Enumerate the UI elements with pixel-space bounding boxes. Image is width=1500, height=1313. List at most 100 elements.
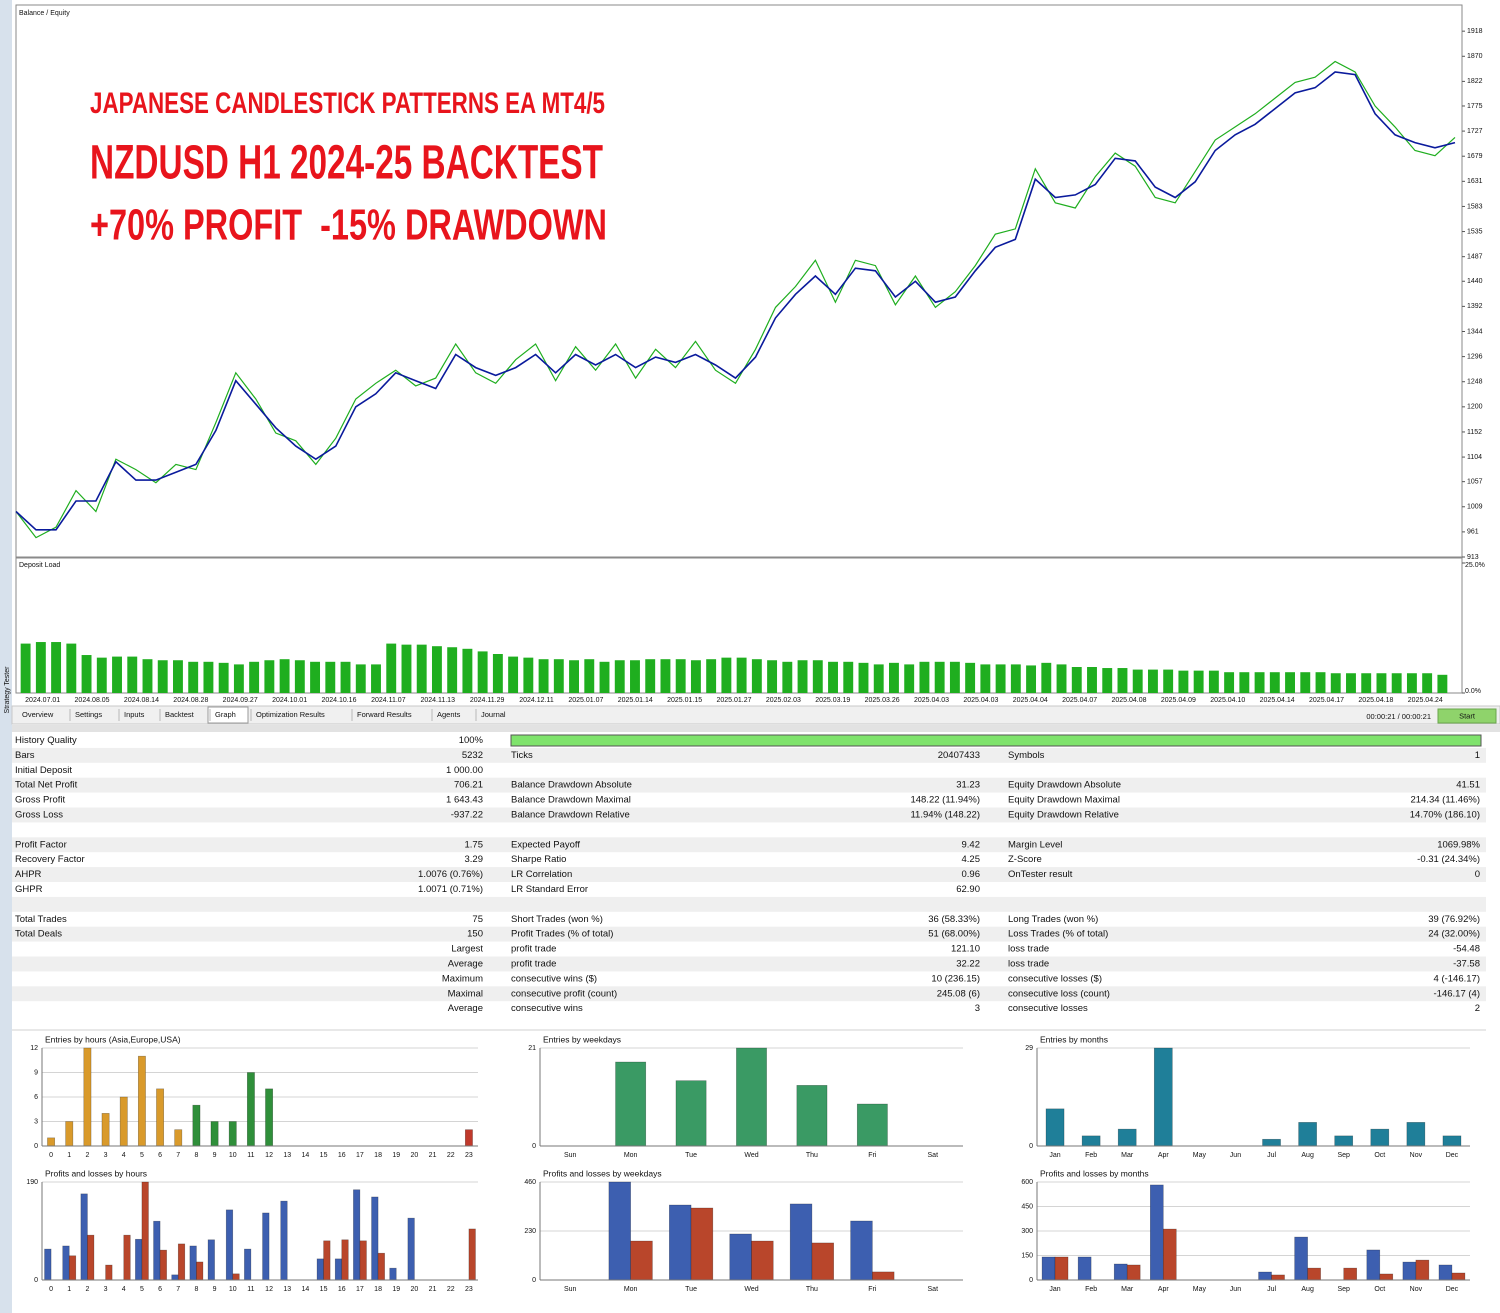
x-tick-label: 20 — [411, 1152, 419, 1159]
y-tick-label: 961 — [1467, 529, 1479, 536]
bar — [1406, 673, 1417, 693]
chart-title: Entries by hours (Asia,Europe,USA) — [45, 1034, 181, 1044]
bar — [599, 661, 610, 693]
x-tick-label: Mar — [1121, 1286, 1134, 1293]
splitter — [12, 725, 1500, 732]
tab[interactable]: Backtest — [165, 710, 195, 719]
start-button[interactable] — [1437, 708, 1497, 724]
x-tick-label: 2025.01.15 — [667, 697, 702, 704]
bar — [584, 659, 595, 693]
bar — [523, 657, 534, 693]
x-tick-label: Thu — [806, 1152, 818, 1159]
stat-label: loss trade — [1008, 944, 1049, 955]
x-tick-label: Wed — [744, 1152, 758, 1159]
bar — [68, 1255, 77, 1281]
x-tick-label: 17 — [356, 1152, 364, 1159]
x-tick-label: 8 — [194, 1152, 198, 1159]
tab[interactable]: Graph — [215, 710, 236, 719]
bar — [1437, 674, 1448, 693]
stat-value: 1 000.00 — [446, 765, 483, 776]
stat-value: 3.29 — [465, 854, 484, 865]
bar — [949, 661, 960, 693]
x-tick-label: Dec — [1446, 1152, 1459, 1159]
legend-entry: Equity — [50, 10, 70, 17]
bar — [812, 660, 823, 693]
x-tick-label: Nov — [1410, 1286, 1423, 1293]
x-tick-label: 2024.08.05 — [75, 697, 110, 704]
stat-value: 148.22 (11.94%) — [910, 795, 980, 806]
x-tick-label: Jan — [1049, 1152, 1060, 1159]
start-label[interactable]: Start — [1459, 711, 1476, 720]
y-tick-label: 300 — [1021, 1228, 1033, 1235]
bar — [995, 664, 1006, 693]
bar — [751, 1240, 774, 1281]
bar — [1307, 1267, 1321, 1281]
stat-label: Short Trades (won %) — [511, 914, 603, 925]
stat-value: 9.42 — [962, 839, 981, 850]
bar — [1451, 1272, 1466, 1281]
tab[interactable]: Forward Results — [357, 710, 412, 719]
bar — [249, 661, 260, 693]
x-tick-label: 2025.01.07 — [568, 697, 603, 704]
y-tick-label: 913 — [1467, 554, 1479, 561]
x-tick-label: 2025.04.24 — [1408, 697, 1443, 704]
stat-label: Balance Drawdown Absolute — [511, 780, 632, 791]
y-tick-label: 1679 — [1467, 153, 1483, 160]
bar — [782, 661, 793, 693]
x-tick-label: Sep — [1337, 1286, 1350, 1293]
x-tick-label: 2024.09.27 — [223, 697, 258, 704]
tab[interactable]: Settings — [75, 710, 102, 719]
tab[interactable]: Inputs — [124, 710, 145, 719]
bar — [159, 1249, 167, 1281]
bar — [492, 654, 503, 693]
tab[interactable]: Optimization Results — [256, 710, 325, 719]
bar — [538, 659, 549, 693]
y-tick-label: 0 — [532, 1143, 536, 1150]
bar — [1379, 1273, 1394, 1281]
x-tick-label: Sat — [928, 1286, 939, 1293]
bar — [1077, 1256, 1092, 1281]
bar — [1126, 1264, 1141, 1281]
x-tick-label: Aug — [1301, 1152, 1314, 1159]
x-tick-label: 11 — [247, 1286, 254, 1293]
y-tick-label: 600 — [1021, 1179, 1033, 1186]
stat-value: 0.96 — [962, 869, 981, 880]
bar — [264, 660, 275, 693]
x-tick-label: 2025.04.18 — [1358, 697, 1393, 704]
stat-value: 214.34 (11.46%) — [1410, 795, 1480, 806]
tab[interactable]: Agents — [437, 710, 461, 719]
bar — [359, 1240, 367, 1281]
x-tick-label: Jun — [1230, 1152, 1241, 1159]
bar — [1150, 1184, 1164, 1281]
stat-value: 10 (236.15) — [931, 973, 980, 984]
y-tick-label: 1487 — [1467, 254, 1483, 261]
bar — [325, 661, 336, 693]
stat-label: Z-Score — [1008, 854, 1042, 865]
stat-label: AHPR — [15, 869, 42, 880]
x-tick-label: 9 — [213, 1152, 217, 1159]
x-tick-label: Mon — [624, 1286, 638, 1293]
bar — [1271, 1274, 1285, 1281]
y-tick-label: 0 — [1029, 1277, 1033, 1284]
stat-value: Maximum — [442, 973, 483, 984]
stat-label: profit trade — [511, 958, 556, 969]
bar — [218, 662, 229, 693]
bar — [171, 1274, 179, 1281]
bar — [1087, 667, 1097, 693]
bar — [127, 656, 138, 693]
y-tick-label: 0 — [532, 1277, 536, 1284]
y-tick-label: 460 — [524, 1179, 536, 1186]
bar — [675, 1080, 707, 1147]
x-tick-label: Sun — [564, 1152, 577, 1159]
y-tick-label: 6 — [34, 1094, 38, 1101]
stat-value: 36 (58.33%) — [928, 914, 980, 925]
x-tick-label: 1 — [67, 1152, 71, 1159]
stat-value: 51 (68.00%) — [928, 929, 980, 940]
bar — [508, 656, 519, 693]
bar — [196, 1261, 204, 1281]
tab[interactable]: Journal — [481, 710, 506, 719]
x-tick-label: 2 — [85, 1286, 89, 1293]
bar — [371, 664, 381, 693]
bar — [1026, 665, 1037, 693]
tab[interactable]: Overview — [22, 710, 54, 719]
